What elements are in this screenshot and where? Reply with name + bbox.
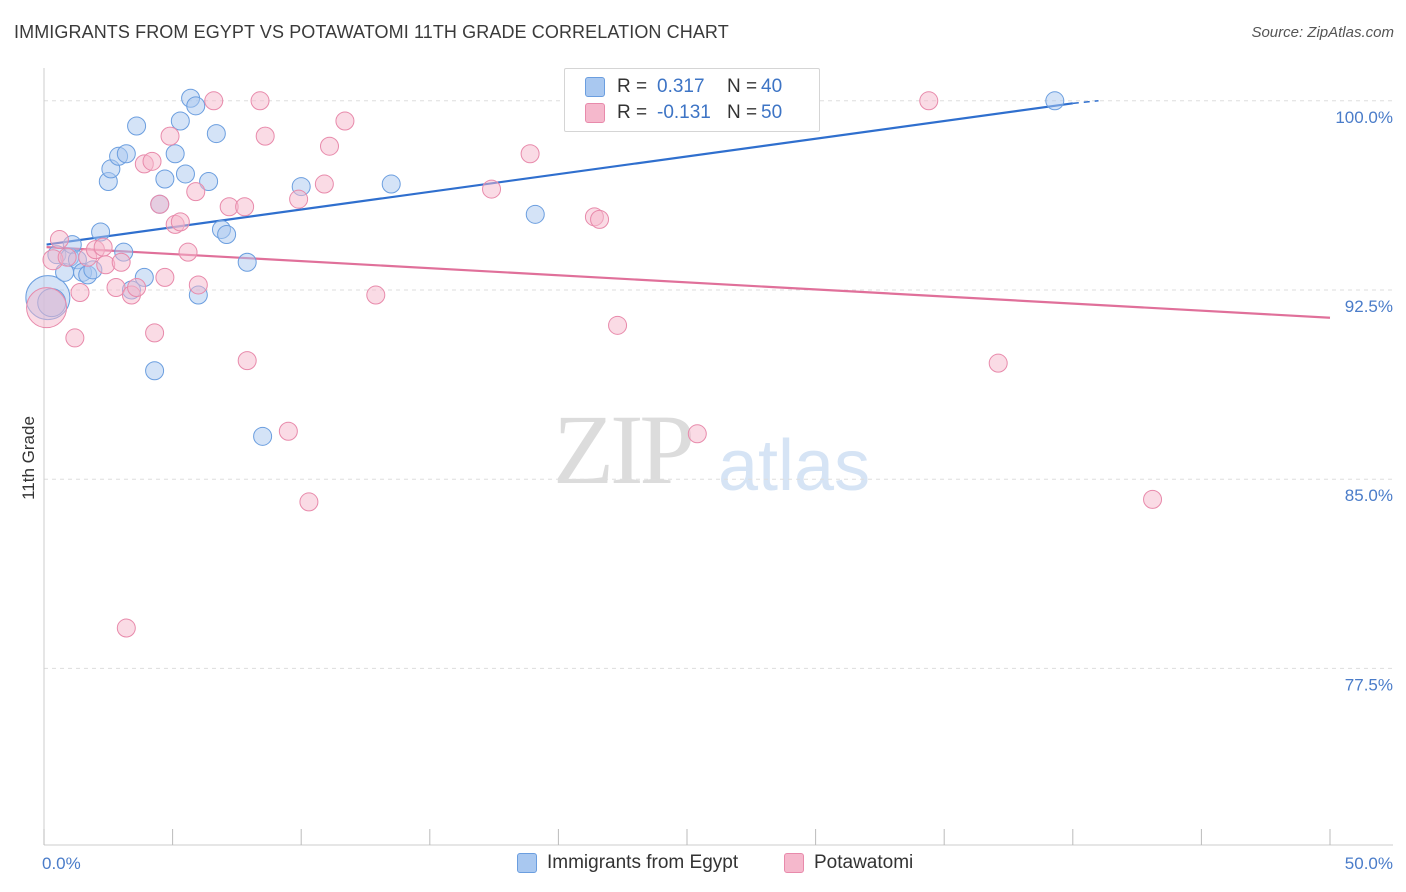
chart-title: IMMIGRANTS FROM EGYPT VS POTAWATOMI 11TH… [14, 22, 729, 42]
potawatomi-point [127, 277, 147, 297]
egypt-point [145, 361, 165, 381]
egypt-point [217, 225, 237, 244]
series-swatch-pink [784, 853, 804, 873]
egypt-point [381, 174, 401, 194]
egypt-point [199, 172, 219, 192]
potawatomi-point [687, 424, 707, 444]
egypt-point [253, 426, 273, 446]
legend-r-label: R = [617, 102, 648, 123]
tick-labels: 77.5% 85.0% 92.5% 100.0% 0.0% 50.0% [42, 108, 1393, 873]
series-legend: Immigrants from Egypt Potawatomi [0, 852, 1406, 876]
legend-r-value: -0.131 [657, 102, 711, 123]
series-label-potawatomi: Potawatomi [814, 852, 914, 873]
correlation-legend: R = 0.317 N = 40 R = -0.131 N = 50 [564, 68, 820, 132]
legend-swatch-pink [585, 103, 605, 123]
potawatomi-point [1143, 489, 1163, 509]
legend-n-value: 50 [761, 102, 783, 123]
egypt-point [155, 169, 175, 189]
potawatomi-point [26, 287, 68, 329]
potawatomi-point [142, 151, 162, 171]
y-tick-label: 100.0% [1335, 108, 1393, 127]
potawatomi-point [289, 189, 309, 209]
potawatomi-point [160, 126, 180, 146]
potawatomi-point [116, 618, 136, 638]
egypt-point [165, 144, 185, 164]
potawatomi-point [57, 247, 77, 267]
egypt-trend-extension [1072, 100, 1099, 105]
egypt-point [525, 204, 545, 224]
legend-r-label: R = [617, 76, 648, 97]
egypt-point [237, 252, 257, 272]
potawatomi-point [204, 91, 224, 111]
potawatomi-point [314, 174, 334, 194]
legend-n-label: N = [727, 76, 758, 97]
potawatomi-point [111, 252, 131, 272]
legend-n-value: 40 [761, 76, 783, 97]
potawatomi-point [106, 277, 126, 297]
potawatomi-point [188, 275, 208, 295]
x-tick-label-min: 0.0% [42, 854, 81, 873]
potawatomi-point [482, 179, 502, 199]
potawatomi-point [93, 237, 113, 257]
potawatomi-point [70, 283, 90, 303]
y-tick-label: 77.5% [1345, 675, 1393, 694]
potawatomi-point [299, 492, 319, 512]
x-tick-label-max: 50.0% [1345, 854, 1393, 873]
series-label-egypt: Immigrants from Egypt [547, 852, 739, 873]
potawatomi-point [608, 315, 628, 335]
potawatomi-trend-line [46, 246, 1331, 319]
potawatomi-point [155, 267, 175, 287]
potawatomi-point [170, 212, 190, 232]
source-label: Source: ZipAtlas.com [1251, 24, 1394, 41]
potawatomi-point [319, 136, 339, 156]
series-swatch-blue [517, 853, 537, 873]
potawatomi-point [150, 194, 170, 214]
potawatomi-point [49, 230, 69, 250]
legend-row-potawatomi: R = -0.131 N = 50 [585, 101, 782, 125]
egypt-point [1045, 91, 1065, 111]
legend-row-egypt: R = 0.317 N = 40 [585, 75, 782, 99]
potawatomi-point [520, 144, 540, 164]
series-legend-potawatomi[interactable]: Potawatomi [784, 852, 913, 874]
potawatomi-point [255, 126, 275, 146]
gridlines [44, 100, 1393, 669]
axes [43, 68, 1393, 846]
y-tick-label: 92.5% [1345, 297, 1393, 316]
potawatomi-point [335, 111, 355, 131]
potawatomi-point [366, 285, 386, 305]
y-tick-label: 85.0% [1345, 486, 1393, 505]
egypt-point [175, 164, 195, 184]
watermark-atlas: atlas [718, 426, 871, 506]
potawatomi-point [145, 323, 165, 343]
egypt-point [170, 111, 190, 131]
egypt-point [127, 116, 147, 136]
y-axis-title: 11th Grade [19, 416, 38, 500]
egypt-trend-line [46, 102, 1073, 246]
potawatomi-point [235, 197, 255, 217]
potawatomi-point [919, 91, 939, 111]
potawatomi-point [186, 182, 206, 202]
legend-n-label: N = [727, 102, 758, 123]
potawatomi-point [988, 353, 1008, 373]
potawatomi-point [178, 242, 198, 262]
legend-swatch-blue [585, 77, 605, 97]
potawatomi-point [65, 328, 85, 348]
series-legend-egypt[interactable]: Immigrants from Egypt [517, 852, 738, 874]
data-points [25, 88, 1163, 638]
potawatomi-point [237, 351, 257, 371]
egypt-point [186, 96, 206, 116]
egypt-point [206, 124, 226, 144]
potawatomi-point [250, 91, 270, 111]
egypt-point [116, 144, 136, 164]
watermark-zip: ZIP [553, 394, 695, 505]
potawatomi-point [278, 421, 298, 441]
legend-r-value: 0.317 [657, 76, 705, 97]
potawatomi-point [590, 209, 610, 229]
